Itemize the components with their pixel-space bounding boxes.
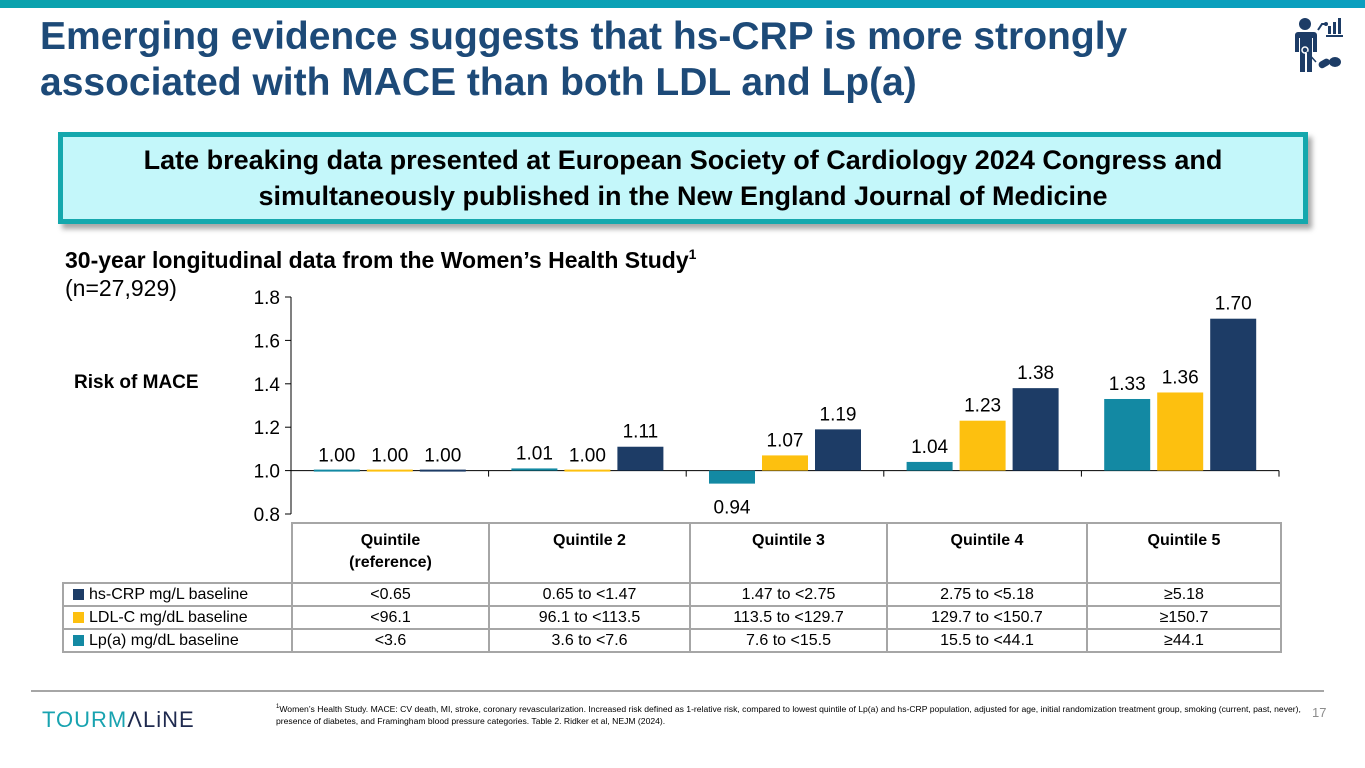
table-cell: ≥150.7 <box>1086 605 1282 630</box>
y-tick-label: 1.0 <box>254 462 280 483</box>
table-cell: <96.1 <box>291 605 490 630</box>
table-header-cell: Quintile (reference) <box>291 522 490 584</box>
table-cell: 129.7 to <150.7 <box>886 605 1088 630</box>
table-row: Lp(a) mg/dL baseline <3.6 3.6 to <7.6 7.… <box>62 628 1282 653</box>
page-title: Emerging evidence suggests that hs-CRP i… <box>40 15 1128 104</box>
data-label-group: 1.00 1.00 1.00 1.01 1.00 1.11 0.94 1.07 1.19 1.04… <box>318 294 1251 519</box>
row-label: Lp(a) mg/dL baseline <box>62 628 293 653</box>
callout-text: Late breaking data presented at European… <box>143 145 1223 211</box>
table-cell: 3.6 to <7.6 <box>488 628 691 653</box>
page-number: 17 <box>1312 705 1327 720</box>
table-cell: ≥5.18 <box>1086 582 1282 607</box>
sample-size: (n=27,929) <box>65 275 177 301</box>
row-label: hs-CRP mg/L baseline <box>62 582 293 607</box>
table-cell: 15.5 to <44.1 <box>886 628 1088 653</box>
footnote: 1Women’s Health Study. MACE: CV death, M… <box>276 703 1301 726</box>
table-cell: 0.65 to <1.47 <box>488 582 691 607</box>
data-label: 1.00 <box>318 446 355 467</box>
bar <box>1157 392 1204 471</box>
legend-swatch-lpa <box>73 634 84 646</box>
table-cell: 113.5 to <129.7 <box>689 605 888 630</box>
bar <box>313 469 360 472</box>
y-tick-label: 1.6 <box>254 331 280 352</box>
quintile-table: Quintile (reference) Quintile 2 Quintile … <box>62 522 1282 653</box>
study-subtitle-text: 30-year longitudinal data from the Women… <box>65 247 689 273</box>
data-label: 1.70 <box>1215 294 1252 315</box>
bar <box>959 420 1006 471</box>
row-label: LDL-C mg/dL baseline <box>62 605 293 630</box>
data-label: 1.11 <box>623 422 659 443</box>
data-label: 1.19 <box>820 404 857 425</box>
top-accent-bar <box>0 0 1365 8</box>
bar <box>366 469 413 472</box>
data-label: 1.38 <box>1017 363 1054 384</box>
bar-group <box>313 318 1257 484</box>
data-label: 0.94 <box>714 498 751 519</box>
table-cell: <3.6 <box>291 628 490 653</box>
bar <box>1012 388 1059 471</box>
bar <box>709 470 755 484</box>
data-label: 1.00 <box>569 446 606 467</box>
y-tick-label: 1.4 <box>254 375 281 396</box>
bar <box>815 429 861 471</box>
bar <box>1210 318 1257 471</box>
data-label: 1.01 <box>516 443 553 464</box>
table-cell: <0.65 <box>291 582 490 607</box>
risk-bar-chart: 1.81.61.41.21.00.8 1.00 1.00 1.00 1.01 1.001… <box>254 288 1280 526</box>
table-corner <box>63 523 293 584</box>
data-label: 1.23 <box>964 396 1001 417</box>
bar <box>564 469 611 472</box>
table-cell: ≥44.1 <box>1086 628 1282 653</box>
table-header-cell: Quintile 5 <box>1086 522 1282 584</box>
bar <box>419 469 466 472</box>
bar <box>906 461 953 471</box>
table-header-cell: Quintile 3 <box>689 522 888 584</box>
bar <box>762 455 808 471</box>
data-label: 1.07 <box>767 430 804 451</box>
data-label: 1.00 <box>371 446 408 467</box>
table-header-cell: Quintile 4 <box>886 522 1088 584</box>
table-cell: 7.6 to <15.5 <box>689 628 888 653</box>
y-tick-label: 1.2 <box>254 418 280 439</box>
y-axis-label: Risk of MACE <box>74 372 199 393</box>
bar <box>1104 398 1151 471</box>
legend-swatch-hs-crp <box>73 588 84 600</box>
table-cell: 1.47 to <2.75 <box>689 582 888 607</box>
table-row: LDL-C mg/dL baseline <96.1 96.1 to <113.… <box>62 605 1282 630</box>
data-label: 1.04 <box>911 437 948 458</box>
table-cell: 2.75 to <5.18 <box>886 582 1088 607</box>
bar <box>617 446 664 471</box>
patient-data-pills-icon <box>1295 18 1343 72</box>
data-label: 1.33 <box>1109 374 1146 395</box>
table-header-row: Quintile (reference) Quintile 2 Quintile … <box>63 522 1282 584</box>
callout-box: Late breaking data presented at European… <box>58 132 1308 224</box>
footer-divider <box>31 690 1324 692</box>
table-header-cell: Quintile 2 <box>488 522 691 584</box>
footnote-ref: 1 <box>688 246 697 262</box>
y-axis: 1.8 1.6 1.4 1.2 1.0 0.8 <box>254 288 292 526</box>
legend-swatch-ldl-c <box>73 611 84 623</box>
table-row: hs-CRP mg/L baseline <0.65 0.65 to <1.47… <box>62 582 1282 607</box>
study-subtitle: 30-year longitudinal data from the Women… <box>65 246 696 274</box>
y-tick-label: 1.8 <box>254 288 280 309</box>
data-label: 1.00 <box>424 446 461 467</box>
table-cell: 96.1 to <113.5 <box>488 605 691 630</box>
bar <box>511 468 558 471</box>
data-label: 1.36 <box>1162 367 1199 388</box>
company-logo: TOURMΛLiNE <box>42 707 195 732</box>
y-tick-label: 0.8 <box>254 505 280 526</box>
